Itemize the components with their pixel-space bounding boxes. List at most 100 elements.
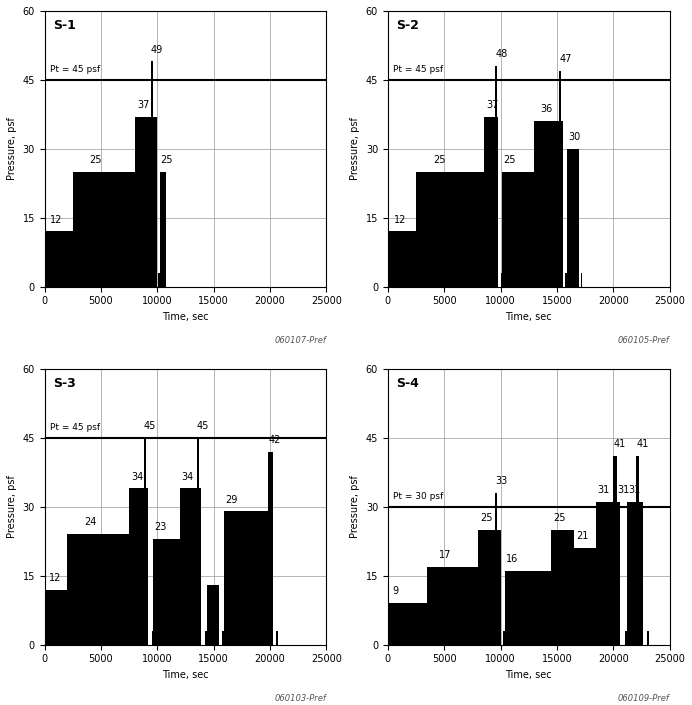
Bar (559, 70, 561, 287)
Text: S-1: S-1 (53, 19, 76, 32)
Bar (44, 231, 73, 287)
Text: 25: 25 (480, 513, 493, 523)
Bar (503, 631, 505, 644)
Text: Pt = 45 psf: Pt = 45 psf (51, 66, 100, 74)
Bar (44, 589, 67, 644)
Text: 060105-Pref: 060105-Pref (618, 336, 670, 345)
Text: 34: 34 (181, 472, 193, 482)
Bar (199, 489, 201, 644)
Bar (484, 116, 495, 287)
Text: 45: 45 (144, 421, 156, 431)
Bar (268, 452, 273, 644)
Text: 33: 33 (495, 476, 507, 486)
Text: 31: 31 (617, 485, 630, 496)
Bar (561, 121, 563, 287)
Text: 30: 30 (568, 132, 581, 142)
Bar (636, 456, 639, 644)
Bar (160, 172, 166, 287)
Bar (552, 529, 574, 644)
Text: 31: 31 (628, 485, 640, 496)
Bar (388, 603, 427, 644)
Bar (221, 631, 224, 644)
Text: 25: 25 (161, 155, 173, 165)
Bar (613, 456, 617, 644)
Bar (495, 493, 497, 644)
Y-axis label: Pressure, psf: Pressure, psf (350, 475, 360, 538)
Text: 060109-Pref: 060109-Pref (618, 694, 670, 704)
Y-axis label: Pressure, psf: Pressure, psf (350, 117, 360, 180)
Text: Pt = 30 psf: Pt = 30 psf (394, 492, 444, 501)
Bar (158, 273, 160, 287)
Bar (416, 172, 484, 287)
Bar (534, 121, 559, 287)
Text: 25: 25 (503, 155, 516, 165)
Text: Pt = 45 psf: Pt = 45 psf (394, 66, 444, 74)
Text: 29: 29 (225, 494, 237, 505)
Text: 9: 9 (392, 587, 399, 596)
Bar (497, 529, 500, 644)
Text: 41: 41 (637, 439, 648, 449)
Bar (505, 571, 523, 644)
Bar (197, 438, 199, 644)
X-axis label: Time, sec: Time, sec (505, 312, 552, 322)
Text: 37: 37 (137, 99, 149, 110)
Bar (275, 631, 278, 644)
Text: 48: 48 (495, 49, 507, 59)
Bar (495, 66, 497, 287)
Bar (152, 631, 153, 644)
Bar (627, 502, 636, 644)
Bar (153, 539, 180, 644)
Text: 47: 47 (560, 54, 572, 63)
Bar (497, 116, 498, 287)
Text: S-4: S-4 (397, 377, 419, 391)
X-axis label: Time, sec: Time, sec (162, 312, 209, 322)
Bar (146, 489, 148, 644)
Text: S-2: S-2 (397, 19, 419, 32)
Text: Pt = 45 psf: Pt = 45 psf (51, 424, 100, 432)
Bar (478, 529, 495, 644)
Text: 12: 12 (51, 214, 62, 225)
Bar (574, 548, 597, 644)
Bar (565, 273, 566, 287)
Text: 45: 45 (197, 421, 210, 431)
Bar (500, 273, 502, 287)
Bar (180, 489, 197, 644)
Bar (153, 116, 157, 287)
X-axis label: Time, sec: Time, sec (162, 670, 209, 680)
Bar (388, 231, 416, 287)
Bar (205, 631, 207, 644)
Bar (129, 489, 144, 644)
Bar (597, 502, 613, 644)
Bar (207, 585, 219, 644)
Text: 41: 41 (614, 439, 626, 449)
Text: 060107-Pref: 060107-Pref (275, 336, 327, 345)
Text: 37: 37 (486, 99, 498, 110)
Bar (427, 567, 478, 644)
Text: 25: 25 (554, 513, 566, 523)
Text: 34: 34 (131, 472, 144, 482)
Bar (647, 631, 649, 644)
Bar (248, 511, 268, 644)
Text: 49: 49 (151, 44, 163, 54)
Text: 21: 21 (576, 532, 588, 541)
Bar (625, 631, 627, 644)
Bar (502, 172, 534, 287)
Text: 25: 25 (433, 155, 446, 165)
Text: 25: 25 (90, 155, 102, 165)
Bar (144, 438, 146, 644)
X-axis label: Time, sec: Time, sec (505, 670, 552, 680)
Text: 31: 31 (597, 485, 610, 496)
Text: 24: 24 (84, 517, 96, 527)
Text: 36: 36 (540, 104, 552, 114)
Bar (73, 172, 135, 287)
Bar (639, 502, 643, 644)
Bar (523, 571, 552, 644)
Text: 12: 12 (49, 572, 62, 582)
Bar (151, 61, 153, 287)
Bar (67, 534, 129, 644)
Text: 060103-Pref: 060103-Pref (275, 694, 327, 704)
Bar (566, 273, 567, 287)
Bar (617, 502, 620, 644)
Bar (135, 116, 151, 287)
Bar (581, 273, 582, 287)
